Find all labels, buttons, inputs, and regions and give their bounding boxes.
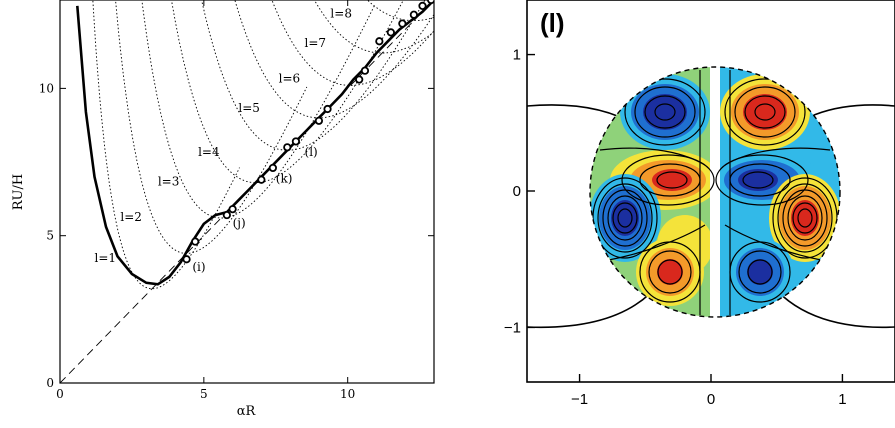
curve-marker: [398, 19, 407, 28]
mode-label: l=5: [238, 101, 260, 115]
mode-curve: [234, 0, 434, 119]
mode-label: l=7: [305, 36, 327, 50]
panel-label: (l): [540, 8, 565, 38]
curve-marker: [257, 175, 266, 184]
curve-marker: [283, 143, 292, 152]
mode-curve: [115, 0, 308, 254]
annotation-labels: (i) (j) (k) (l): [192, 145, 317, 274]
mode-label: l=3: [158, 175, 180, 189]
y-axis-label: RU/H: [11, 174, 26, 210]
y-tick-label: 5: [46, 229, 54, 243]
heatmap-disk: [590, 67, 840, 317]
curve-marker: [427, 0, 434, 5]
disk-boundary: [589, 66, 841, 318]
point-annotation: (l): [305, 145, 318, 159]
x-axis-label: αR: [237, 404, 257, 419]
curve-markers: [182, 0, 434, 264]
x-tick-label: −1: [571, 391, 588, 408]
x-tick-label: 1: [838, 391, 846, 408]
y-tick-label: 10: [39, 81, 54, 95]
mode-curve: [92, 0, 240, 290]
right-axis-ticks: −1 0 1 −1 0 1: [504, 47, 847, 408]
mode-label: l=6: [279, 71, 301, 85]
curve-marker: [191, 237, 200, 246]
curve-marker: [375, 37, 384, 46]
x-tick-label: 0: [707, 391, 715, 408]
mode-curves: [92, 0, 434, 290]
curve-marker: [314, 116, 324, 125]
point-annotation: (j): [233, 216, 246, 230]
curve-marker: [222, 210, 231, 220]
curve-marker: [418, 1, 427, 10]
mode-label: l=8: [330, 7, 352, 21]
y-tick-label: −1: [504, 319, 521, 336]
curve-marker: [268, 163, 277, 173]
main-curve: [76, 0, 434, 286]
mode-label: l=2: [120, 210, 142, 224]
curve-marker: [409, 10, 418, 19]
mode-curve: [141, 0, 375, 219]
y-tick-label: 0: [513, 183, 521, 200]
curve-marker: [386, 28, 395, 37]
curve-marker: [323, 104, 332, 114]
point-annotation: (i): [192, 260, 205, 274]
mode-label: l=4: [198, 145, 220, 159]
mode-curve: [201, 0, 426, 151]
contour-lines: [592, 70, 838, 315]
x-tick-label: 0: [56, 387, 64, 401]
curve-marker: [182, 255, 191, 264]
curve-marker: [355, 75, 364, 84]
x-tick-label: 10: [340, 387, 355, 401]
point-annotation: (k): [276, 172, 293, 186]
left-panel: 0 5 10 0 5 10 l=1 l=2 l=3 l=4 l=5 l=6 l=7 l=8 (i) (j)…: [11, 0, 435, 419]
mode-label: l=1: [95, 251, 117, 265]
y-tick-label: 1: [513, 47, 521, 64]
curve-marker: [360, 66, 370, 75]
right-panel: (l) −1 0 1 −1 0 1: [504, 0, 895, 408]
left-axis-ticks: 0 5 10 0 5 10: [39, 0, 434, 401]
x-tick-label: 5: [200, 387, 208, 401]
mode-labels: l=1 l=2 l=3 l=4 l=5 l=6 l=7 l=8: [95, 7, 352, 266]
curve-marker: [291, 137, 301, 146]
left-plot-frame: [59, 0, 435, 384]
y-tick-label: 0: [46, 376, 54, 390]
curve-marker: [228, 205, 237, 214]
